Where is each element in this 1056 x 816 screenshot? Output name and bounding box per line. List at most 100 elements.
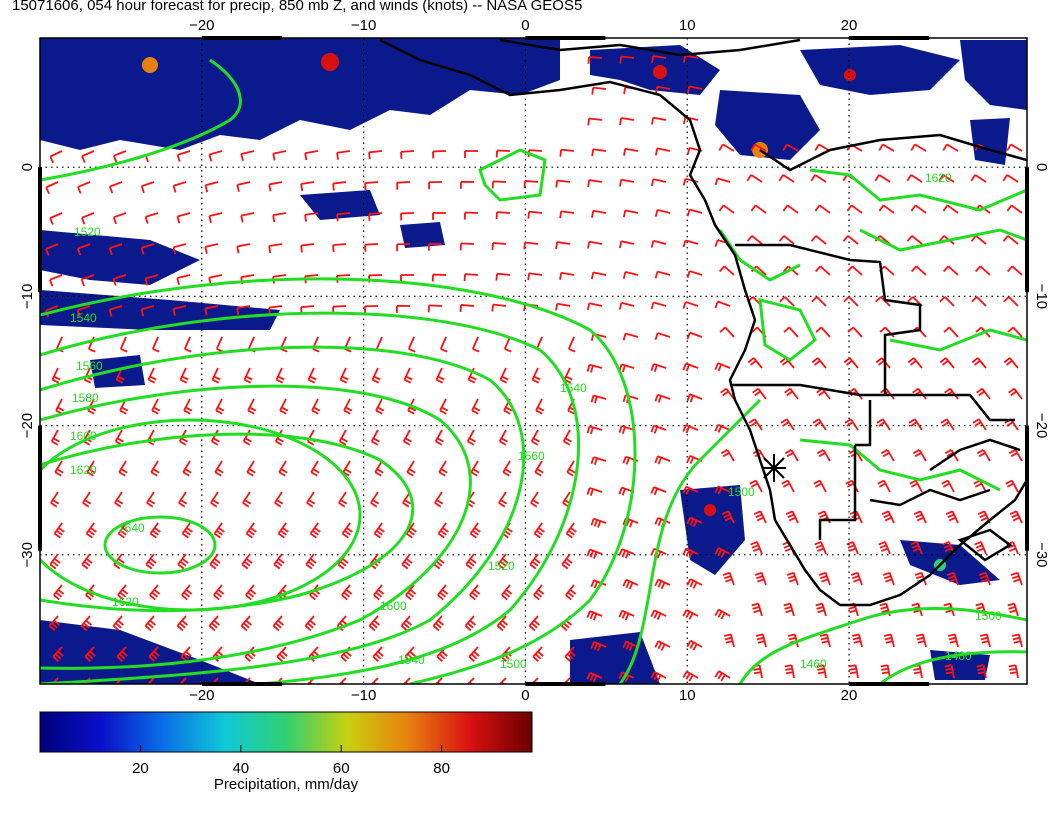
wind-barb [782, 204, 799, 214]
wind-barb [650, 671, 667, 682]
contour-label: 1600 [380, 599, 407, 613]
wind-barb [527, 272, 543, 281]
wind-barb [108, 243, 123, 256]
wind-barb [182, 460, 192, 477]
wind-barb [874, 174, 891, 183]
wind-barb [781, 479, 795, 493]
wind-barb [210, 429, 220, 446]
wind-barb [45, 243, 59, 256]
wind-barb [785, 510, 799, 524]
colorbar-tick-label: 80 [433, 760, 450, 777]
wind-barb [784, 387, 799, 400]
wind-barb [236, 243, 251, 254]
wind-barb [850, 571, 863, 586]
wind-barb [682, 239, 699, 248]
wind-barb [682, 424, 699, 434]
wind-barb [812, 418, 827, 431]
wind-barb [882, 571, 895, 586]
wind-barb [751, 602, 763, 617]
wind-barb [972, 418, 987, 431]
lon-tick-label: 20 [841, 17, 858, 34]
wind-barb [108, 305, 123, 317]
wind-barb [364, 243, 379, 252]
wind-barb [84, 646, 96, 662]
wind-barb [619, 55, 635, 64]
wind-barb [906, 174, 923, 183]
wind-barb [591, 86, 607, 95]
wind-barb [747, 357, 763, 369]
wind-barb [498, 429, 508, 446]
wind-barb [523, 241, 539, 250]
contour-line [40, 58, 242, 182]
wind-barb [750, 541, 763, 555]
wind-barb [496, 615, 508, 632]
wind-barb [876, 418, 891, 431]
wind-barb [910, 265, 927, 276]
wind-barb [49, 212, 63, 225]
wind-barb [847, 326, 863, 338]
wind-barb [178, 677, 187, 684]
wind-barb [243, 367, 253, 384]
country-border [869, 488, 991, 507]
wind-barb [240, 150, 255, 162]
wind-barb [815, 326, 831, 338]
wind-barb [591, 148, 607, 157]
wind-barb [618, 301, 635, 310]
wind-barb [396, 181, 411, 190]
wind-barb [622, 332, 639, 341]
contour-line [799, 438, 1001, 492]
wind-barb [332, 181, 347, 191]
wind-barb [913, 510, 927, 524]
wind-barb [113, 150, 127, 163]
wind-barb [276, 646, 288, 662]
wind-barb [342, 460, 352, 477]
wind-barb [533, 584, 545, 601]
wind-barb [465, 553, 477, 570]
wind-barb [714, 547, 731, 558]
wind-barb [682, 301, 699, 309]
colorbar [39, 711, 533, 753]
wind-barb [204, 305, 219, 316]
wind-barb [491, 180, 507, 189]
lon-tick-label: −10 [351, 17, 376, 34]
contour-label: 1620 [70, 463, 97, 477]
wind-barb [405, 584, 417, 601]
asterisk-icon [762, 454, 786, 482]
wind-barb [49, 553, 61, 570]
wind-barb [402, 429, 412, 446]
wind-barb [619, 178, 635, 187]
wind-barb [464, 615, 476, 632]
wind-barb [1008, 664, 1019, 679]
wind-barb [591, 209, 607, 218]
wind-barb [527, 210, 543, 219]
wind-barb [208, 615, 220, 632]
wind-barb [843, 357, 859, 369]
wind-barb [495, 272, 511, 281]
wind-barb [655, 85, 671, 94]
wind-barb [909, 479, 923, 493]
wind-barb [1008, 387, 1023, 400]
wind-barb [439, 336, 448, 353]
contour-line [718, 229, 801, 282]
wind-barb [654, 147, 671, 156]
wind-barb [437, 584, 449, 601]
wind-barb [1008, 449, 1023, 462]
wind-barb [471, 398, 481, 415]
wind-barb [842, 235, 859, 245]
coastline-layer [379, 38, 1027, 607]
wind-barb [181, 522, 193, 539]
wind-barb [118, 460, 128, 477]
wind-barb [875, 357, 891, 369]
lat-tick-label: 0 [1033, 163, 1050, 171]
wind-barb [76, 243, 91, 256]
wind-barb [784, 449, 799, 462]
contour-label: 1540 [560, 381, 587, 395]
contour-label: 1640 [118, 521, 145, 535]
wind-barb [172, 305, 187, 316]
wind-barb [432, 150, 447, 159]
wind-barb [439, 398, 449, 415]
wind-barb [587, 240, 603, 249]
wind-barb [1007, 602, 1019, 617]
wind-barb [778, 174, 795, 183]
wind-barb [151, 398, 161, 415]
